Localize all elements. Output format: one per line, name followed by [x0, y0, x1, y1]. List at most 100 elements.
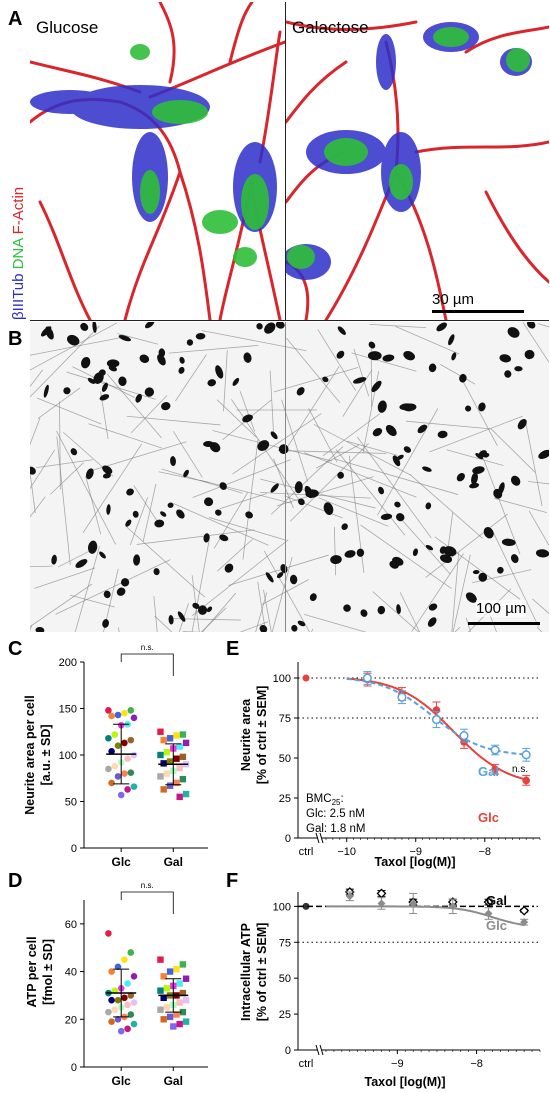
neurite [303, 613, 367, 632]
neurite [525, 422, 543, 506]
x-tick-label: −8 [479, 846, 492, 858]
data-point [182, 997, 190, 1004]
data-point [160, 786, 167, 793]
data-point [173, 965, 180, 973]
neurite [239, 621, 269, 632]
stain-label-dna: DNA [10, 238, 27, 270]
neurite [342, 369, 373, 417]
cell-body [341, 523, 348, 530]
cell-body [270, 483, 279, 493]
neurite [451, 552, 460, 632]
chart-f-plot: 0 25 50 75 100 ctrl −9 −8 Gal Glc [273, 887, 541, 1070]
neurite [126, 415, 221, 426]
cell-body [106, 359, 120, 368]
chart-c-significance: n.s. [141, 643, 154, 652]
neurite [72, 366, 135, 398]
data-point [127, 1011, 135, 1018]
neurite [74, 546, 100, 632]
data-point [176, 999, 183, 1006]
data-point [124, 786, 131, 793]
y-tick-label: 20 [65, 1014, 77, 1026]
cell-body [102, 619, 109, 628]
cell-body [75, 559, 88, 568]
cell-body [133, 554, 141, 566]
neurite [333, 526, 337, 576]
bmc-title: BMC25: [306, 793, 344, 807]
cell-body [323, 502, 334, 515]
neurite [201, 330, 307, 352]
cell-body [336, 350, 345, 359]
bmc-title-suffix: : [340, 793, 343, 805]
cell-body [270, 431, 278, 440]
data-point [108, 1018, 115, 1025]
cell-body [380, 513, 393, 520]
panel-letter-d: D [8, 870, 23, 892]
significance-bracket [120, 891, 174, 914]
data-point [166, 735, 174, 742]
cell-body [278, 444, 289, 454]
cell-body [264, 322, 276, 334]
neurite [30, 496, 46, 518]
cell-body [87, 377, 96, 384]
cell-body [206, 606, 213, 613]
data-point [173, 779, 180, 787]
neurite [284, 495, 343, 519]
cell-body [203, 533, 210, 543]
series-label: Glc [478, 810, 499, 825]
cell-body [372, 427, 383, 437]
data-point [114, 742, 122, 749]
neurite [303, 452, 417, 498]
cell-body [472, 466, 485, 474]
data-point [166, 1013, 174, 1021]
x-tick-label: Glc [112, 855, 132, 869]
ctrl-point [302, 902, 310, 910]
neurite [129, 497, 149, 546]
chart-c-ylabel-2: [a.u. ± SD] [39, 724, 53, 785]
cell-body [475, 453, 484, 460]
data-point [111, 731, 119, 738]
chart-d-plot: 0 20 40 60 Glc Gal [65, 891, 208, 1088]
neurite [465, 617, 472, 632]
cell-body [232, 377, 240, 386]
data-point [114, 711, 122, 719]
cell-body [275, 322, 285, 329]
cell-body [120, 578, 130, 587]
cell-body [30, 466, 36, 475]
y-tick-label: 25 [279, 793, 291, 805]
cell-body [153, 568, 160, 576]
neurite [192, 459, 291, 498]
cell-body [35, 627, 45, 632]
cell-body [399, 403, 414, 411]
data-point [157, 987, 164, 994]
cell-body [242, 414, 253, 423]
cell-body [45, 326, 54, 340]
x-tick-label: −9 [391, 1058, 404, 1070]
data-point [130, 751, 138, 759]
data-point [108, 779, 115, 787]
data-point [130, 714, 138, 722]
chart-d: ATP per cell [fmol ± SD] 0 20 40 60 Glc Gal n… [25, 881, 208, 1088]
data-point [362, 673, 372, 683]
neurite [479, 450, 521, 555]
cell-body [392, 455, 401, 467]
y-tick-label: 25 [279, 1009, 291, 1021]
cell-body [92, 322, 97, 333]
x-tick-label: Glc [112, 1074, 132, 1088]
cell-body [305, 489, 319, 498]
neurite [125, 525, 206, 598]
data-point [121, 709, 128, 717]
data-point [160, 760, 167, 767]
cell-body [63, 387, 71, 395]
cell-body [186, 339, 194, 346]
neurite [532, 598, 549, 614]
cell-body [337, 326, 346, 335]
data-point [130, 973, 138, 980]
neurite [440, 364, 476, 385]
neurite [322, 413, 381, 457]
stain-legend: βIIITub DNA F-Actin [10, 140, 32, 320]
data-point [124, 980, 131, 987]
data-point [345, 892, 354, 901]
cell-body [497, 566, 504, 574]
neurite [103, 568, 119, 632]
cell-body [428, 363, 437, 373]
